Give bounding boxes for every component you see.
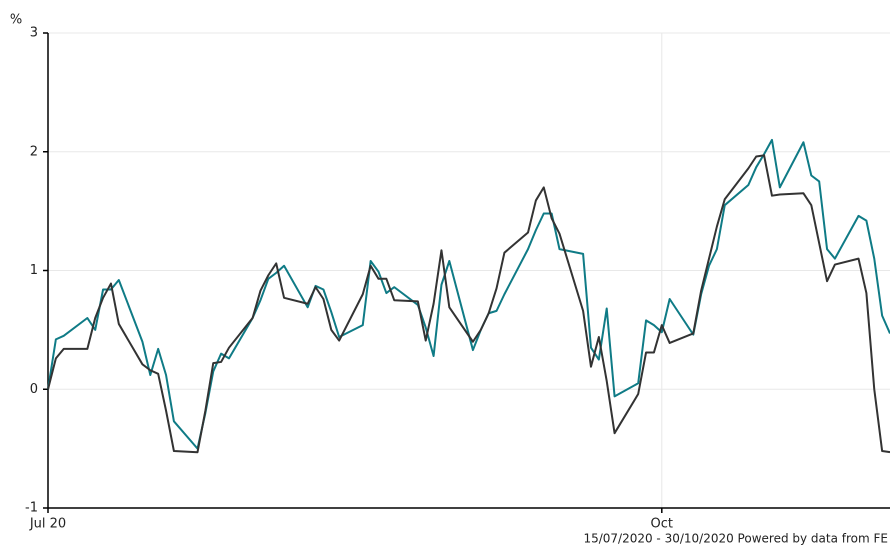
y-axis-label: % — [10, 13, 22, 28]
data-line — [47, 154, 890, 454]
y-tick-label: 0 — [30, 382, 38, 397]
x-tick-label: Jul 20 — [29, 517, 66, 532]
x-tick-label: Oct — [651, 517, 673, 532]
y-tick-label: 1 — [30, 263, 38, 278]
data-line — [47, 138, 890, 450]
y-tick-label: 2 — [30, 144, 38, 159]
y-tick-label: -1 — [25, 501, 38, 516]
footer: 15/07/2020 - 30/10/2020 Powered by data … — [583, 532, 888, 546]
y-tick-label: 3 — [30, 26, 38, 41]
